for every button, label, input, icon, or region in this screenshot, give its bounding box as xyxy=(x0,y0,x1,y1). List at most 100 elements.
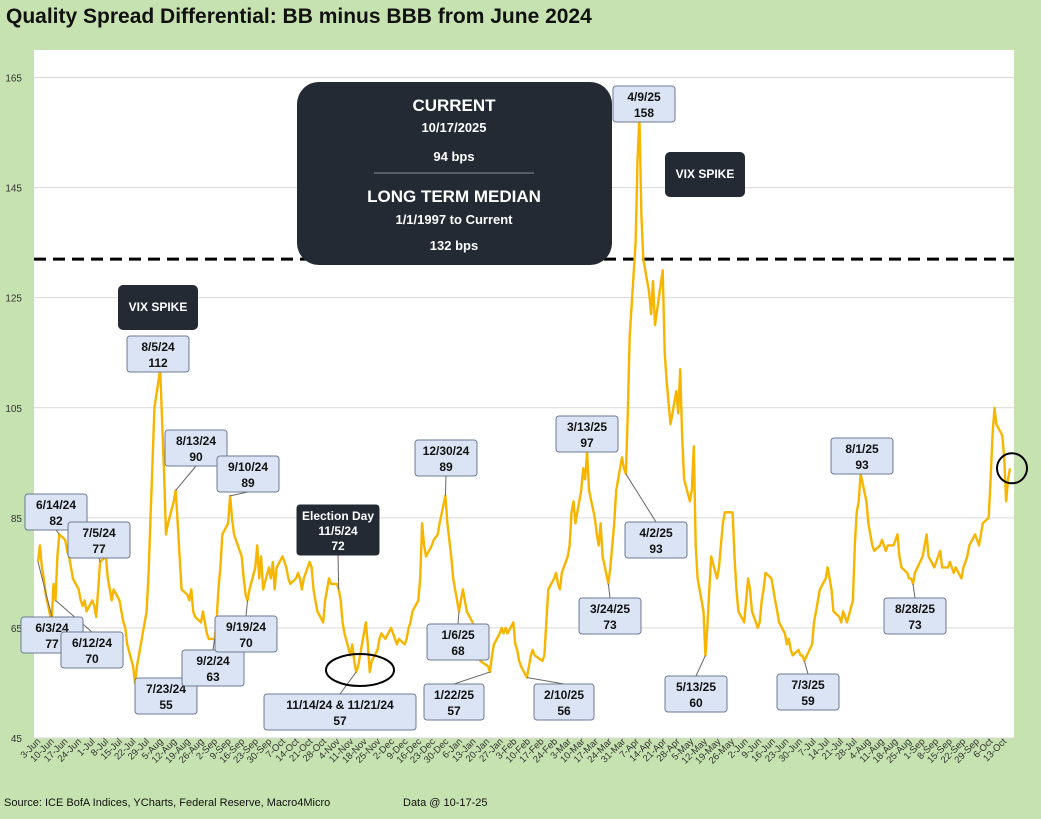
callout-label: 6/14/24 xyxy=(36,498,76,512)
callout-box xyxy=(263,693,417,731)
callout-value: 73 xyxy=(908,618,922,632)
callout-2024-08-05: 8/5/24 112 xyxy=(126,335,190,373)
callout-box xyxy=(426,623,490,661)
callout-value: 93 xyxy=(855,458,869,472)
callout-leader-line xyxy=(444,475,447,496)
callout-label: 2/10/25 xyxy=(544,688,584,702)
callout-leader-line xyxy=(695,655,706,677)
callout-leader-line xyxy=(625,473,657,523)
current-value-circle xyxy=(996,452,1028,485)
info-box: CURRENT 10/17/2025 94 bps LONG TERM MEDI… xyxy=(297,82,612,265)
callout-box xyxy=(214,615,278,653)
callout-leader-line xyxy=(912,583,916,599)
y-tick-label: 105 xyxy=(5,404,22,415)
callout-label: 9/2/24 xyxy=(196,654,230,668)
callout-leader-line xyxy=(229,491,249,497)
callout-2024-12-30: 12/30/24 89 xyxy=(414,439,478,477)
callout-2025-04-09: 4/9/25 158 xyxy=(612,85,676,123)
election-low-circle xyxy=(325,653,395,687)
callout-label: 4/9/25 xyxy=(627,90,661,104)
callout-value: 70 xyxy=(85,652,99,666)
callout-box xyxy=(624,521,688,559)
callout-label: 7/3/25 xyxy=(791,678,825,692)
callout-leader-line xyxy=(337,554,340,590)
callout-leader-line xyxy=(212,638,216,651)
callout-label: 9/19/24 xyxy=(226,620,266,634)
callout-leader-line xyxy=(55,529,60,535)
vix-spike-label: VIX SPIKE xyxy=(676,167,735,181)
callout-2025-07-03: 7/3/25 59 xyxy=(776,673,840,711)
callout-label: 12/30/24 xyxy=(423,444,470,458)
current-label: CURRENT xyxy=(412,96,496,115)
callout-box xyxy=(216,455,280,493)
callout-label: 1/22/25 xyxy=(434,688,474,702)
callout-label: 3/13/25 xyxy=(567,420,607,434)
data-date-note: Data @ 10-17-25 xyxy=(403,797,488,809)
vix-spike-box-2024: VIX SPIKE xyxy=(118,285,198,330)
callout-box xyxy=(164,429,228,467)
callout-leader-line xyxy=(526,676,565,685)
bb-minus-bbb-series-line xyxy=(36,114,1012,685)
callout-value: 56 xyxy=(557,704,571,718)
callout-2024-07-05: 7/5/24 77 xyxy=(67,521,131,559)
callout-box xyxy=(126,335,190,373)
y-tick-label: 125 xyxy=(5,294,22,305)
callout-leader-line xyxy=(37,561,53,618)
callout-value: 77 xyxy=(92,542,106,556)
median-range: 1/1/1997 to Current xyxy=(395,212,513,227)
callout-box xyxy=(296,504,380,556)
callout-value: 158 xyxy=(634,106,654,120)
callout-value: 68 xyxy=(451,644,465,658)
callout-leader-line xyxy=(803,660,809,675)
callout-2024-08-13: 8/13/24 90 xyxy=(164,429,228,467)
callout-label: 7/23/24 xyxy=(146,682,186,696)
y-tick-label: 165 xyxy=(5,74,22,85)
callout-2024-06-14: 6/14/24 82 xyxy=(24,493,88,531)
x-axis: 3-Jun10-Jun17-Jun24-Jun1-Jul8-Jul15-Jul2… xyxy=(19,736,1010,766)
callout-2025-01-06: 1/6/25 68 xyxy=(426,623,490,661)
chart-title: Quality Spread Differential: BB minus BB… xyxy=(6,5,592,28)
callout-label: 6/3/24 xyxy=(35,621,69,635)
median-value: 132 bps xyxy=(430,238,478,253)
callout-box xyxy=(60,631,124,669)
callout-label: 4/2/25 xyxy=(639,526,673,540)
callout-box xyxy=(776,673,840,711)
vix-spike-box-2025: VIX SPIKE xyxy=(665,152,745,197)
callout-box xyxy=(24,493,88,531)
callout-value: 72 xyxy=(331,539,345,553)
callout-2024-09-19: 9/19/24 70 xyxy=(214,615,278,653)
callout-label: 7/5/24 xyxy=(82,526,116,540)
callout-label: 6/12/24 xyxy=(72,636,112,650)
y-tick-label: 85 xyxy=(11,514,23,525)
callout-layer: 6/3/24 77 6/12/24 70 6/14/24 82 7/5/24 77 7/23/2… xyxy=(20,85,947,731)
callout-2025-04-02: 4/2/25 93 xyxy=(624,521,688,559)
callout-label: 11/5/24 xyxy=(318,524,358,538)
callout-label: 8/5/24 xyxy=(141,340,175,354)
callout-box xyxy=(883,597,947,635)
callout-value: 55 xyxy=(159,698,173,712)
current-value: 94 bps xyxy=(433,149,474,164)
callout-box xyxy=(533,683,595,721)
vix-spike-label: VIX SPIKE xyxy=(129,300,188,314)
callout-leader-line xyxy=(339,671,357,695)
callout-value: 112 xyxy=(148,356,168,370)
callout-label: Election Day xyxy=(302,509,374,523)
callout-label: 8/28/25 xyxy=(895,602,935,616)
callout-box xyxy=(181,649,245,687)
callout-2025-05-13: 5/13/25 60 xyxy=(664,675,728,713)
callout-box xyxy=(555,415,619,453)
callout-value: 97 xyxy=(580,436,594,450)
callout-label: 8/1/25 xyxy=(845,442,879,456)
callout-value: 70 xyxy=(239,636,253,650)
callout-value: 73 xyxy=(603,618,617,632)
callout-value: 57 xyxy=(447,704,461,718)
callout-2024-11-14: 11/14/24 & 11/21/24 57 xyxy=(263,693,417,731)
callout-2025-03-24: 3/24/25 73 xyxy=(578,597,642,635)
callout-leader-line xyxy=(55,600,93,633)
callout-leader-line xyxy=(175,465,197,491)
callout-2024-06-12: 6/12/24 70 xyxy=(60,631,124,669)
current-date: 10/17/2025 xyxy=(421,120,486,135)
callout-value: 90 xyxy=(189,450,203,464)
